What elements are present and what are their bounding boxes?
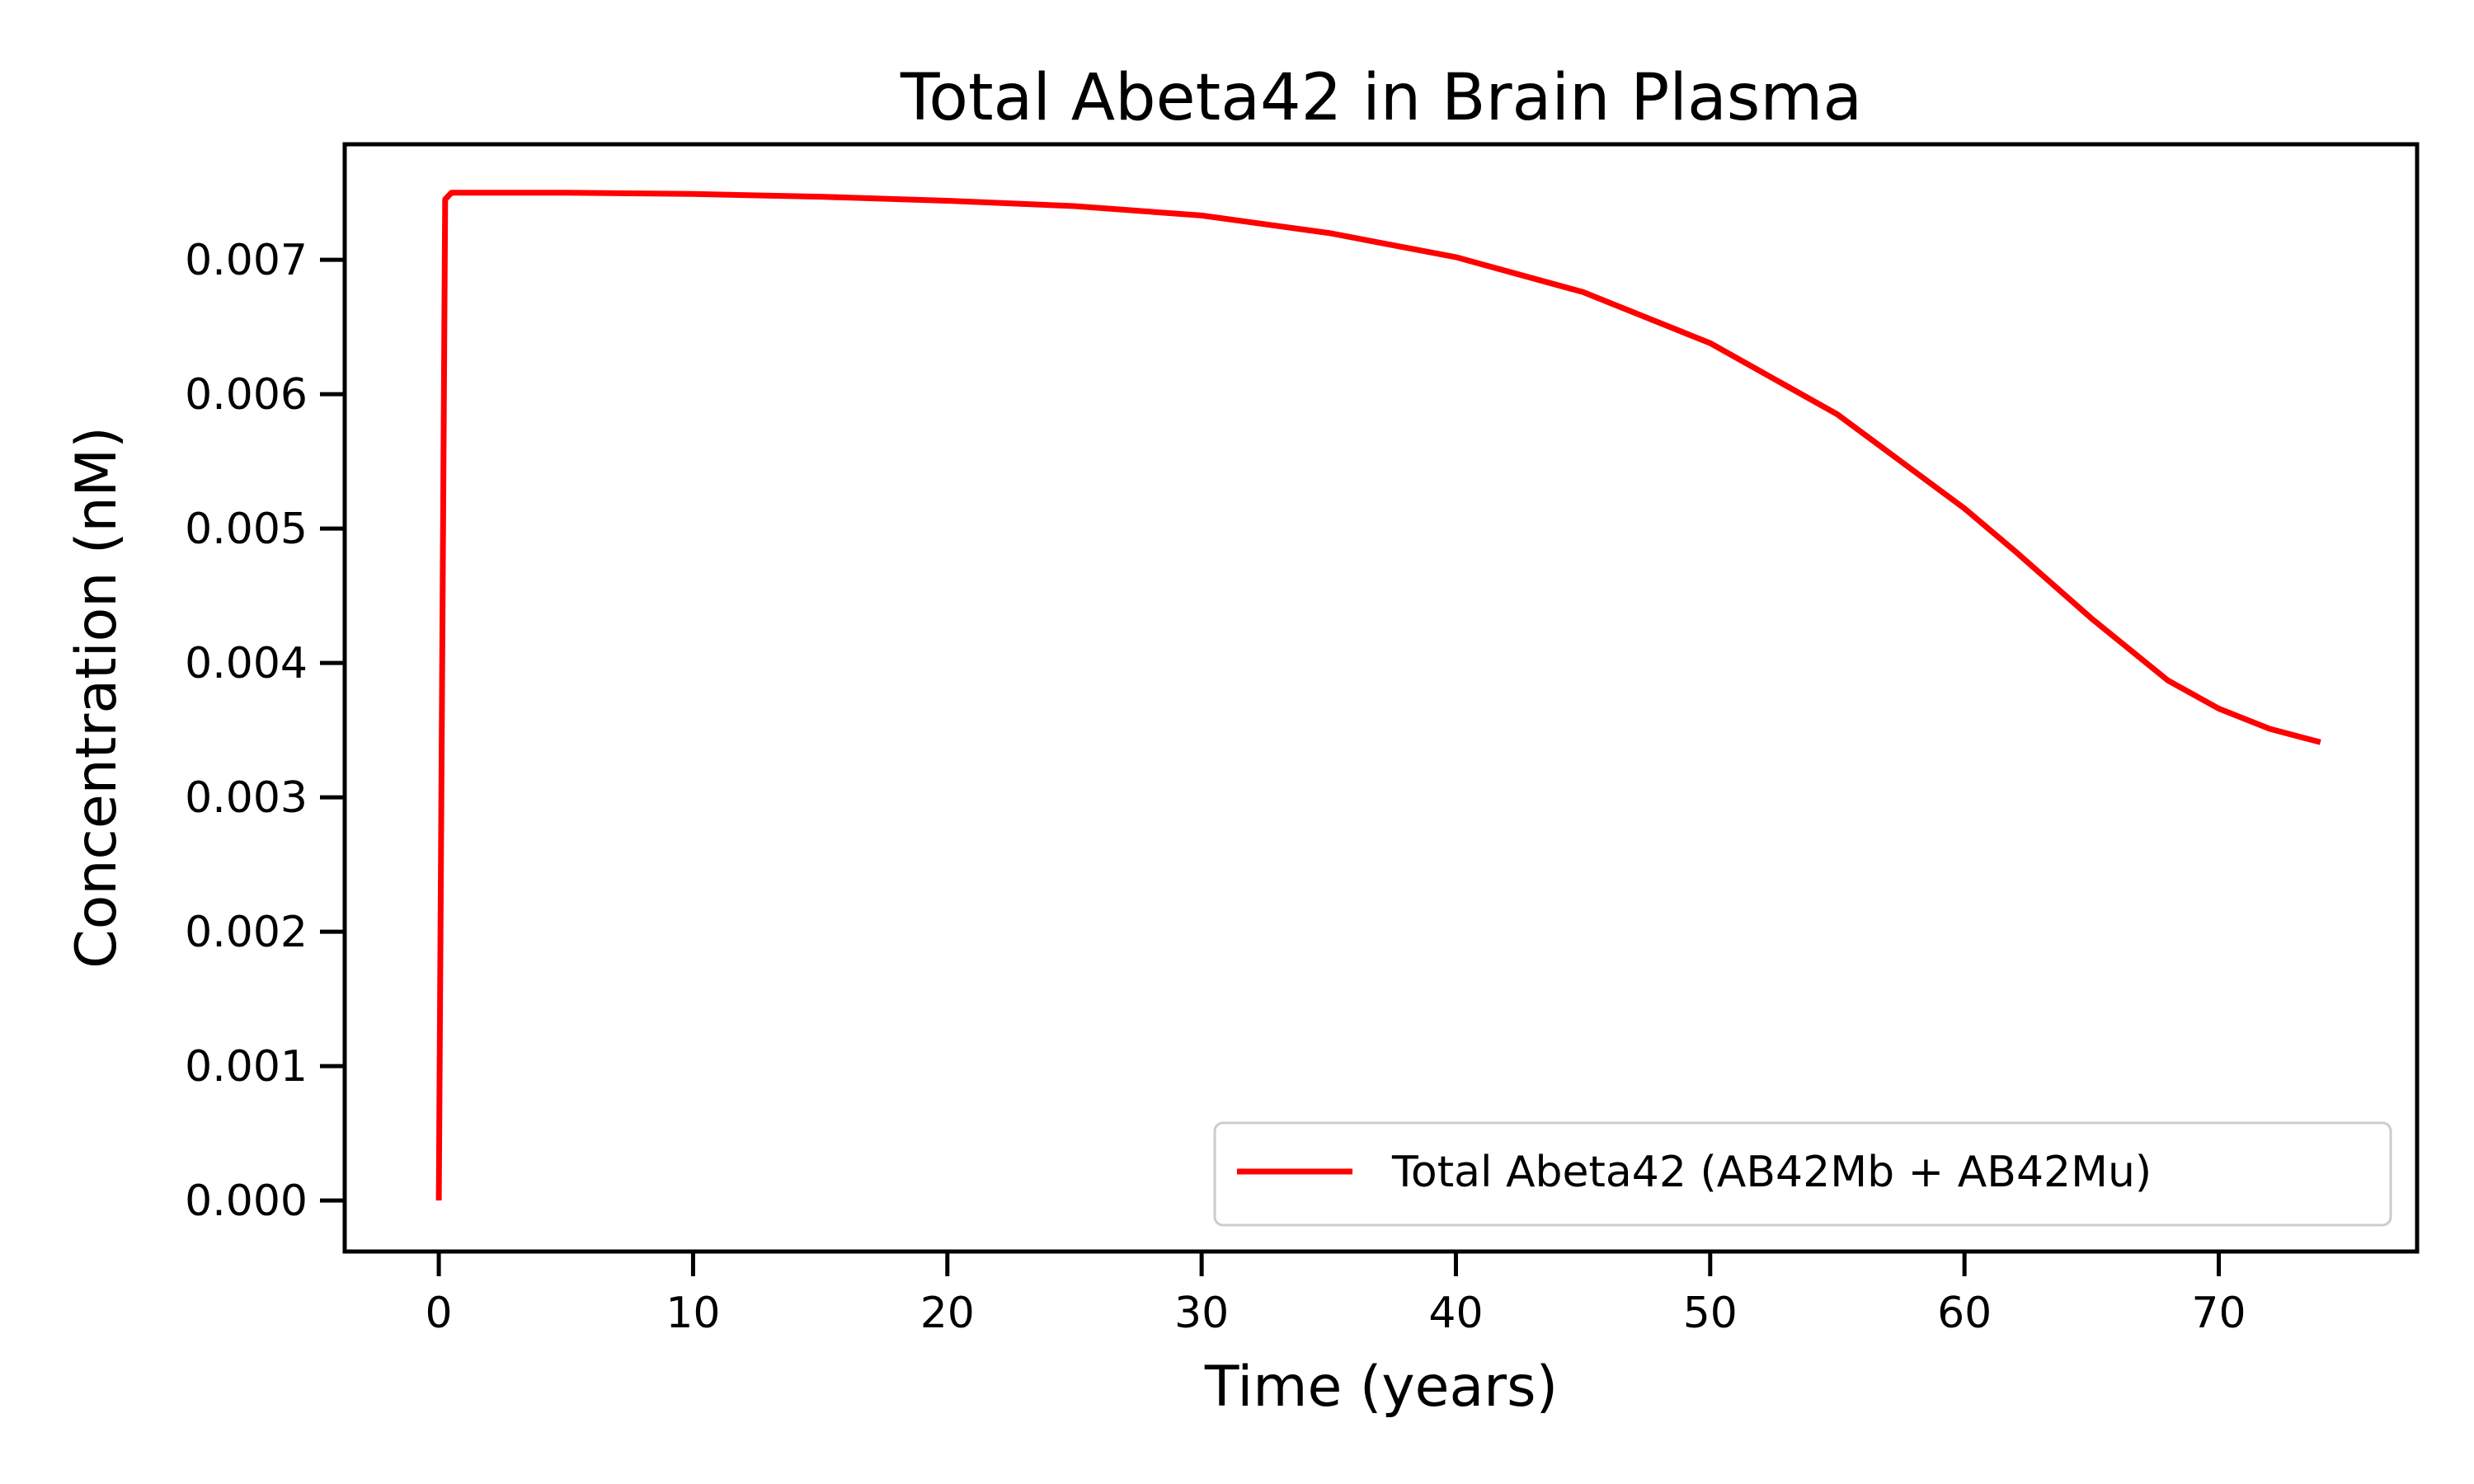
x-tick-label: 10 [666, 1289, 720, 1338]
y-tick-label: 0.005 [185, 505, 308, 554]
x-tick-label: 70 [2191, 1289, 2246, 1338]
x-tick-label: 50 [1683, 1289, 1738, 1338]
y-tick-label: 0.002 [185, 908, 308, 957]
chart-title: Total Abeta42 in Brain Plasma [900, 61, 1862, 135]
y-tick-label: 0.000 [185, 1176, 308, 1226]
y-tick-label: 0.003 [185, 773, 308, 823]
y-tick-label: 0.004 [185, 639, 308, 688]
x-tick-label: 0 [426, 1289, 453, 1338]
x-tick-label: 30 [1174, 1289, 1229, 1338]
x-tick-label: 20 [920, 1289, 975, 1338]
y-tick-label: 0.001 [185, 1042, 308, 1092]
plot-frame [342, 142, 2420, 1254]
y-tick-label: 0.006 [185, 370, 308, 420]
x-tick-label: 40 [1428, 1289, 1483, 1338]
y-axis-label: Concentration (nM) [64, 426, 129, 969]
series-line-total-abeta42 [435, 190, 2321, 1201]
x-tick-label: 60 [1937, 1289, 1992, 1338]
x-axis-label: Time (years) [1204, 1355, 1558, 1420]
legend-label: Total Abeta42 (AB42Mb + AB42Mu) [1391, 1148, 2152, 1197]
x-axis-ticks: 0 10 20 30 40 50 60 70 [426, 1252, 2246, 1338]
legend-box [1213, 1121, 2392, 1227]
y-tick-label: 0.007 [185, 236, 308, 285]
legend: Total Abeta42 (AB42Mb + AB42Mu) [1213, 1121, 2392, 1227]
y-axis-ticks: 0.000 0.001 0.002 0.003 0.004 0.005 0.006 0.007 [185, 236, 345, 1226]
